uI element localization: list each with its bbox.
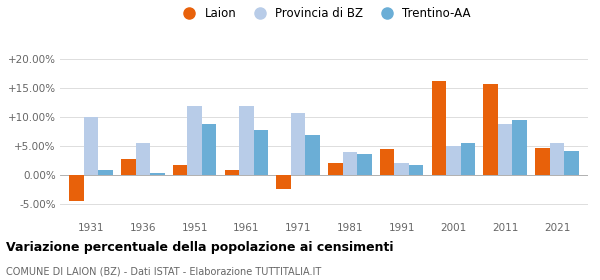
Bar [277,175,291,190]
Bar [254,130,268,175]
Bar [150,173,164,175]
Bar [70,175,84,201]
Legend: Laion, Provincia di BZ, Trentino-AA: Laion, Provincia di BZ, Trentino-AA [173,2,475,25]
Bar [431,81,446,175]
Bar [461,143,475,175]
Bar [512,120,527,175]
Bar [343,152,357,175]
Bar [98,170,113,175]
Bar [394,163,409,175]
Bar [121,159,136,175]
Bar [239,106,254,175]
Bar [291,113,305,175]
Bar [305,135,320,175]
Bar [564,151,578,175]
Bar [484,84,498,175]
Text: COMUNE DI LAION (BZ) - Dati ISTAT - Elaborazione TUTTITALIA.IT: COMUNE DI LAION (BZ) - Dati ISTAT - Elab… [6,266,321,276]
Text: Variazione percentuale della popolazione ai censimenti: Variazione percentuale della popolazione… [6,241,394,254]
Bar [328,164,343,175]
Bar [357,154,371,175]
Bar [84,117,98,175]
Bar [535,148,550,175]
Bar [498,124,512,175]
Bar [380,149,394,175]
Bar [550,143,564,175]
Bar [224,170,239,175]
Bar [409,165,424,175]
Bar [136,143,150,175]
Bar [187,106,202,175]
Bar [173,165,187,175]
Bar [202,124,217,175]
Bar [446,146,461,175]
